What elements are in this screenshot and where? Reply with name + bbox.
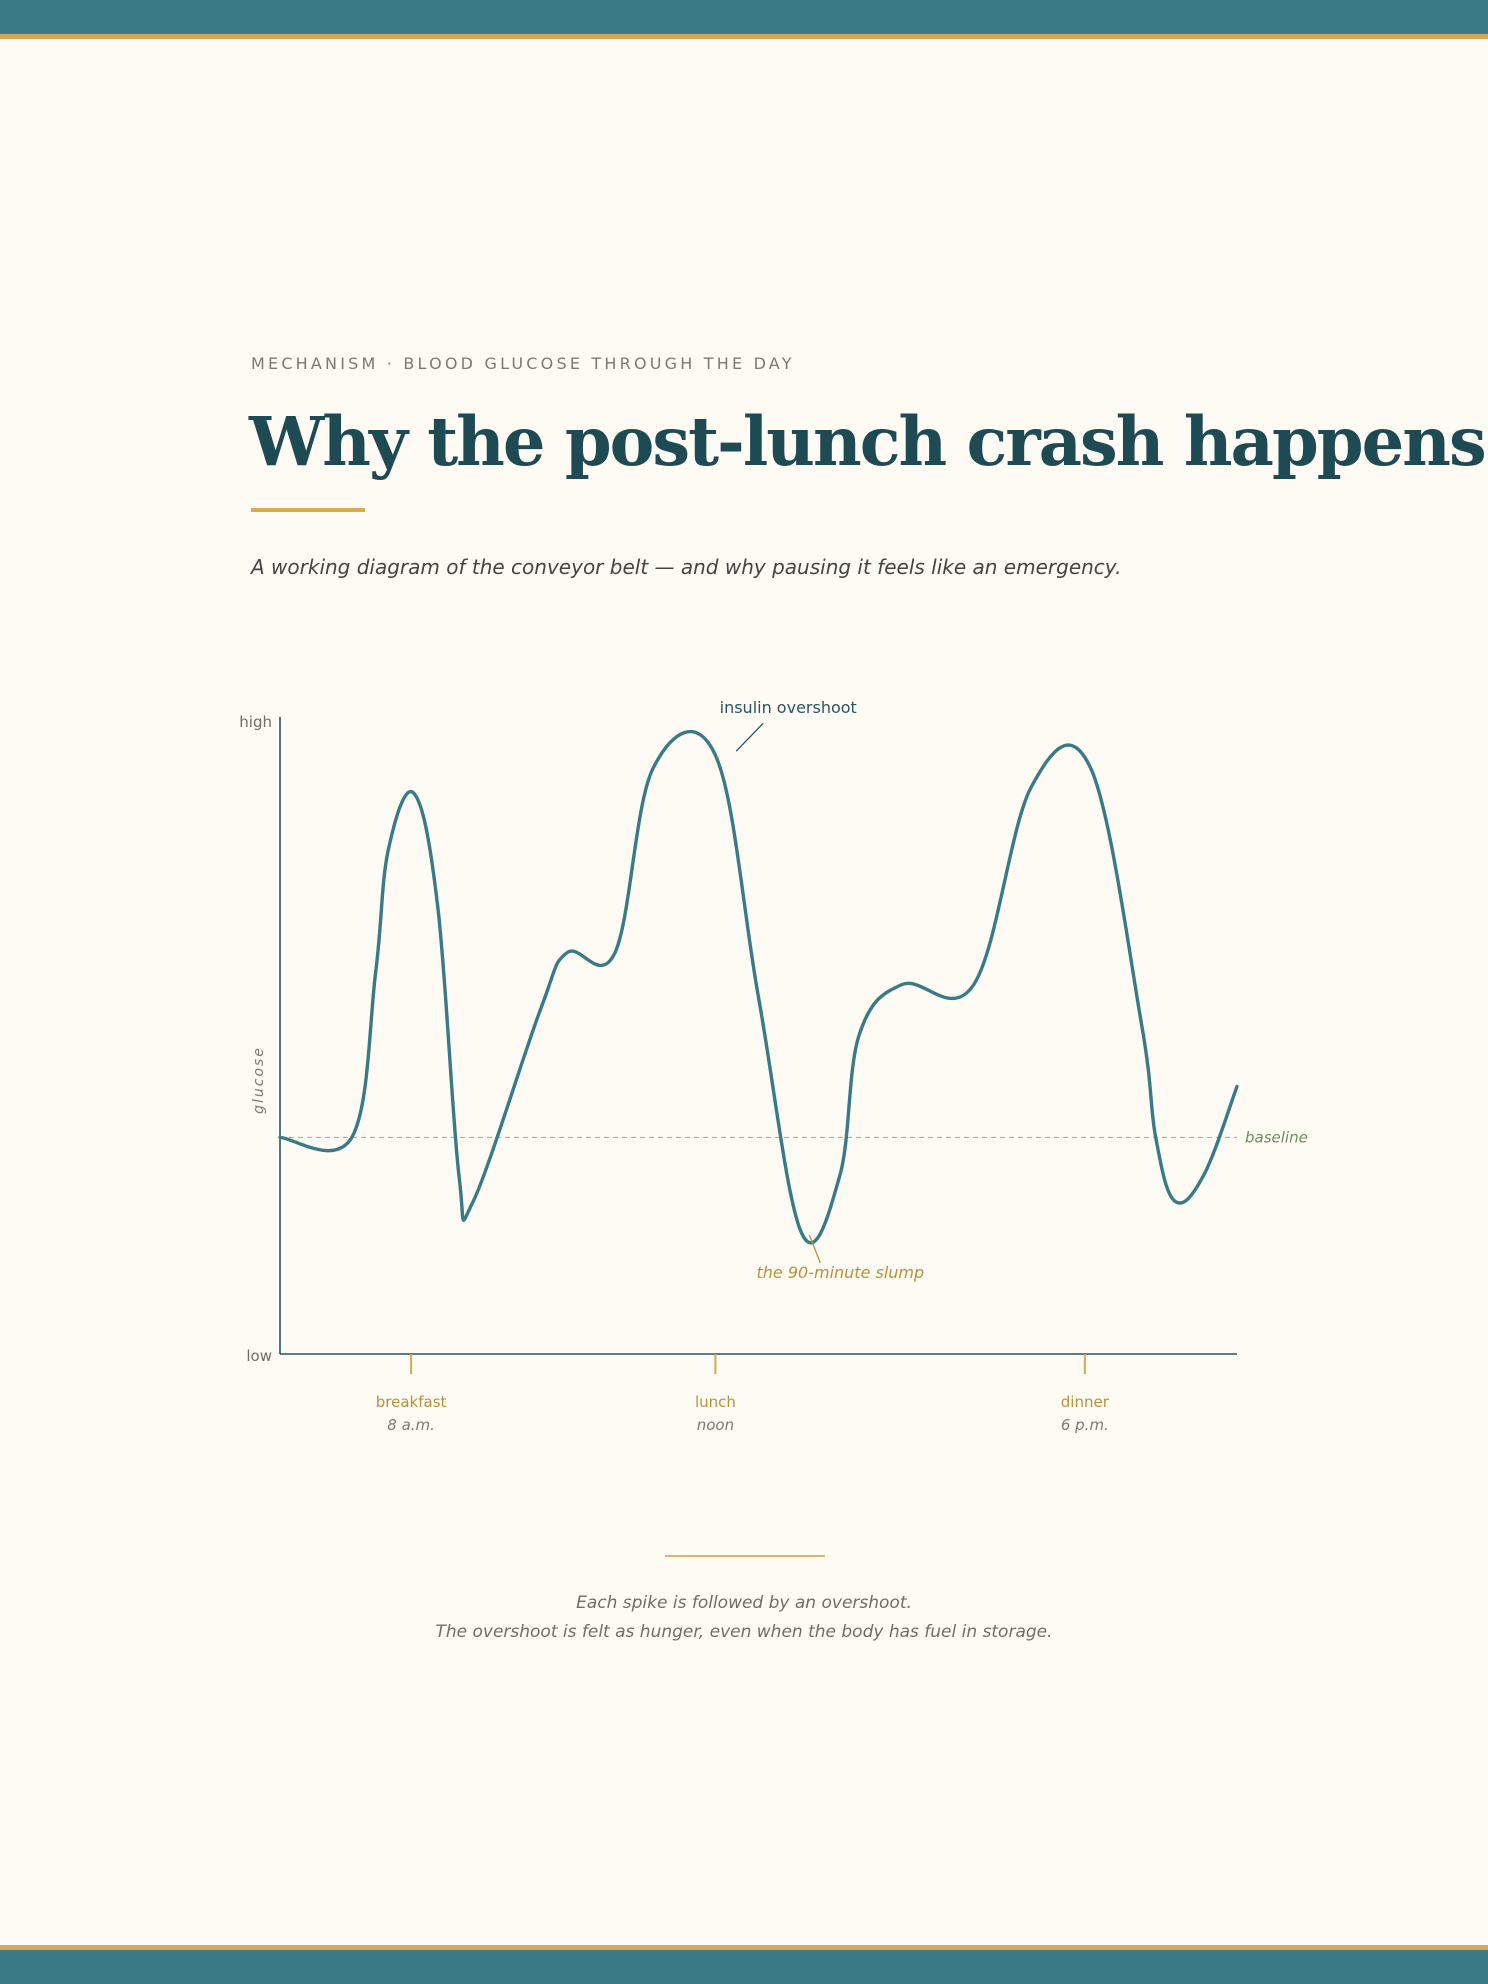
- top-accent-rule: [0, 34, 1488, 39]
- overshoot-leader-line: [735, 722, 764, 752]
- meal-label: breakfast: [376, 1393, 447, 1411]
- eyebrow-label: MECHANISM · BLOOD GLUCOSE THROUGH THE DA…: [251, 354, 795, 373]
- y-tick-high: high: [239, 713, 272, 731]
- footer-divider: [665, 1555, 825, 1557]
- page-title: Why the post-lunch crash happens: [249, 402, 1487, 481]
- meal-time: 6 p.m.: [1061, 1416, 1109, 1434]
- title-underline: [251, 508, 365, 512]
- baseline-label: baseline: [1245, 1128, 1308, 1146]
- top-band: [0, 0, 1488, 34]
- meal-markers: breakfast 8 a.m. lunch noon dinner 6 p.m.: [376, 1354, 1110, 1434]
- chart-axes: [279, 717, 1237, 1355]
- caption-line-1: Each spike is followed by an overshoot.: [576, 1593, 912, 1613]
- slump-leader-line: [808, 1234, 821, 1264]
- page-subtitle: A working diagram of the conveyor belt —…: [251, 555, 1122, 579]
- y-tick-low: low: [246, 1347, 272, 1365]
- meal-label: dinner: [1061, 1393, 1110, 1411]
- annotations: insulin overshoot the 90-minute slump: [720, 698, 925, 1282]
- bottom-band: [0, 1950, 1488, 1984]
- bottom-accent-rule: [0, 1945, 1488, 1950]
- overshoot-annotation: insulin overshoot: [720, 698, 857, 717]
- meal-label: lunch: [695, 1393, 736, 1411]
- meal-time: 8 a.m.: [387, 1416, 435, 1434]
- caption-line-2: The overshoot is felt as hunger, even wh…: [435, 1622, 1053, 1642]
- meal-time: noon: [697, 1416, 734, 1434]
- glucose-curve: [278, 730, 1239, 1245]
- slump-annotation: the 90-minute slump: [757, 1263, 925, 1282]
- y-axis-label: glucose: [251, 1046, 267, 1114]
